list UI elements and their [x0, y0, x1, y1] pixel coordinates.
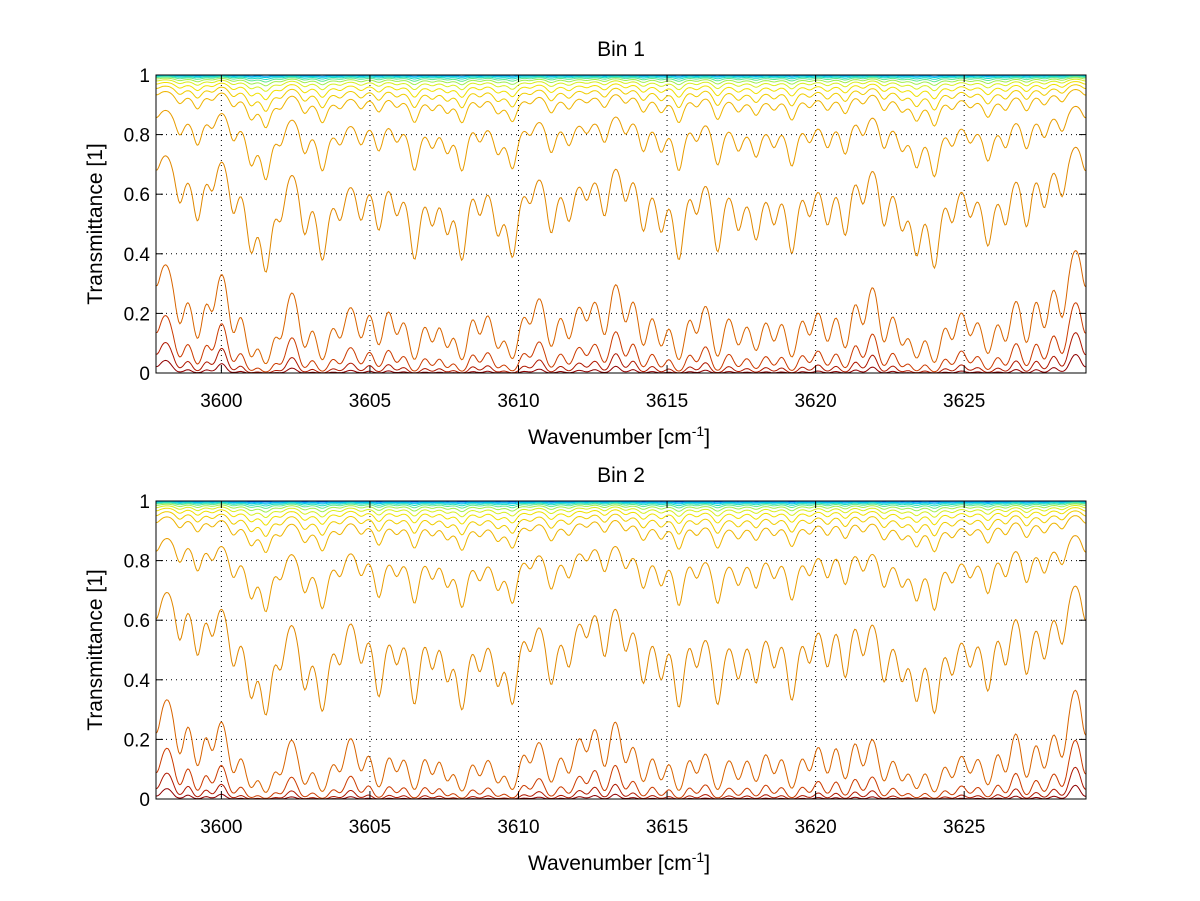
x-tick-labels: 3600 3605 3610 3615 3620 3625	[200, 817, 985, 838]
y-tick-label: 0.6	[124, 611, 150, 632]
series-line	[155, 739, 1087, 799]
series-line	[155, 510, 1087, 537]
y-tick-label: 0.2	[124, 304, 150, 325]
x-tick-label: 3615	[646, 391, 688, 412]
y-tick-labels: 0 0.2 0.4 0.6 0.8 1	[124, 492, 151, 811]
y-tick-label: 0.6	[124, 185, 150, 206]
y-tick-labels: 0 0.2 0.4 0.6 0.8 1	[124, 66, 151, 385]
series-line	[155, 507, 1087, 526]
y-tick-label: 0.8	[124, 126, 150, 147]
y-tick-label: 0.2	[124, 730, 150, 751]
series-line	[155, 146, 1087, 273]
series-line	[156, 77, 1086, 87]
x-axis-label-end: ]	[704, 852, 710, 875]
y-tick-label: 1	[139, 66, 150, 87]
series-line	[156, 81, 1087, 101]
axes-box	[155, 500, 1087, 800]
x-tick-label: 3625	[943, 391, 985, 412]
y-tick-label: 0.4	[124, 671, 151, 692]
series-line	[156, 75, 1086, 79]
series-line	[156, 75, 1086, 81]
series-line	[155, 515, 1087, 554]
subplot-bin-2: Bin 2 3600 3605 3610 3615 3620 3625 0 0.…	[84, 464, 1087, 875]
y-tick-label: 0.8	[124, 552, 150, 573]
series-line	[156, 501, 1086, 505]
x-axis-label: Wavenumber [cm-1]	[528, 423, 710, 449]
series-line	[155, 535, 1087, 613]
x-axis-label: Wavenumber [cm-1]	[528, 849, 710, 875]
series-line	[155, 503, 1087, 513]
series-group	[155, 74, 1087, 374]
chart-title: Bin 1	[597, 38, 645, 61]
series-line	[155, 302, 1087, 373]
subplot-bin-1: Bin 1 3600 3605 3610 3615 3620 3625 0 0.…	[84, 38, 1087, 449]
x-axis-label-superscript: -1	[692, 423, 705, 439]
y-tick-label: 0	[139, 364, 150, 385]
series-line	[156, 76, 1086, 83]
series-line	[155, 88, 1087, 129]
x-tick-label: 3605	[349, 817, 391, 838]
series-line	[156, 501, 1086, 507]
x-tick-label: 3600	[200, 817, 242, 838]
x-tick-label: 3610	[497, 817, 539, 838]
series-line	[155, 505, 1087, 519]
y-tick-label: 0.4	[124, 245, 151, 266]
series-line	[156, 78, 1087, 92]
series-line	[155, 105, 1087, 181]
x-axis-label-main: Wavenumber [cm	[528, 426, 692, 449]
x-tick-label: 3620	[794, 391, 836, 412]
series-line	[155, 689, 1087, 793]
ticks	[156, 500, 1086, 800]
series-line	[155, 585, 1087, 716]
series-line	[155, 250, 1087, 365]
ticks	[156, 74, 1086, 374]
x-tick-labels: 3600 3605 3610 3615 3620 3625	[200, 391, 985, 412]
chart-title: Bin 2	[597, 464, 645, 487]
x-tick-label: 3600	[200, 391, 242, 412]
series-line	[156, 84, 1087, 112]
x-axis-label-superscript: -1	[692, 849, 705, 865]
x-tick-label: 3605	[349, 391, 391, 412]
y-tick-label: 0	[139, 790, 150, 811]
x-tick-label: 3620	[794, 817, 836, 838]
plot-area	[156, 501, 1086, 799]
series-line	[155, 502, 1087, 509]
x-axis-label-end: ]	[704, 426, 710, 449]
y-axis-label: Transmittance [1]	[84, 569, 107, 730]
x-tick-label: 3625	[943, 817, 985, 838]
series-line	[156, 501, 1086, 504]
y-tick-label: 1	[139, 492, 150, 513]
x-tick-label: 3615	[646, 817, 688, 838]
x-tick-label: 3610	[497, 391, 539, 412]
x-axis-label-main: Wavenumber [cm	[528, 852, 692, 875]
y-axis-label: Transmittance [1]	[84, 143, 107, 304]
axes-box	[155, 74, 1087, 374]
